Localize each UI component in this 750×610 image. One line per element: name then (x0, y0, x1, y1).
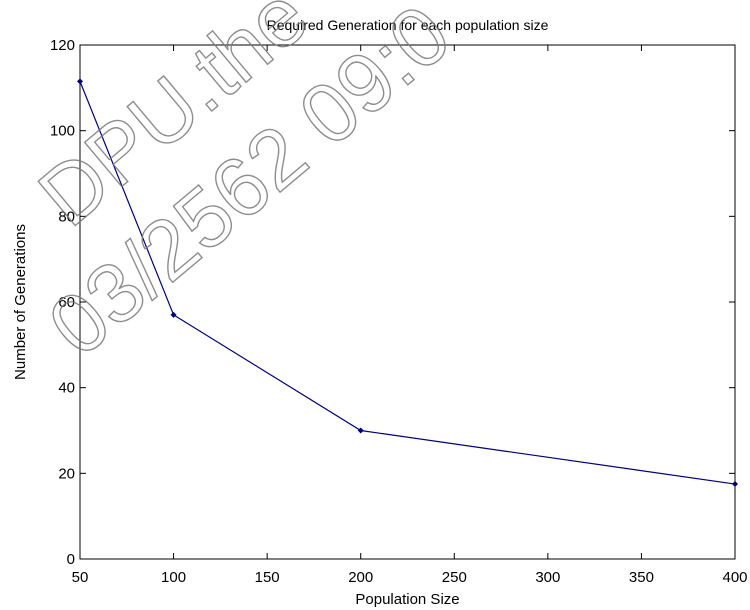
y-tick-label: 120 (50, 37, 75, 54)
y-axis-label: Number of Generations (12, 224, 29, 380)
axis-ticks (79, 44, 736, 560)
x-tick-label: 50 (72, 569, 89, 586)
x-tick-label: 100 (161, 569, 186, 586)
data-point (732, 481, 738, 488)
x-tick-label: 300 (535, 569, 560, 586)
data-point (170, 311, 177, 318)
x-tick-label: 350 (629, 569, 654, 586)
y-tick-label: 80 (58, 208, 75, 225)
data-point (357, 427, 364, 434)
x-axis-label: Population Size (355, 591, 459, 608)
y-tick-label: 0 (67, 551, 75, 568)
chart-title: Required Generation for each population … (267, 17, 549, 33)
y-tick-label: 60 (58, 294, 75, 311)
x-tick-label: 250 (442, 569, 467, 586)
data-points (77, 78, 738, 488)
plot-area (79, 44, 736, 560)
y-tick-label: 100 (50, 123, 75, 140)
x-tick-label: 400 (722, 569, 747, 586)
data-point (77, 78, 83, 85)
y-tick-label: 20 (58, 465, 75, 482)
series-line (79, 81, 736, 485)
tick-labels: 50 100 150 200 250 300 350 400 0 20 40 60 80 100 120 (50, 37, 748, 586)
y-tick-label: 40 (58, 380, 75, 397)
x-tick-label: 200 (348, 569, 373, 586)
x-tick-label: 150 (255, 569, 280, 586)
